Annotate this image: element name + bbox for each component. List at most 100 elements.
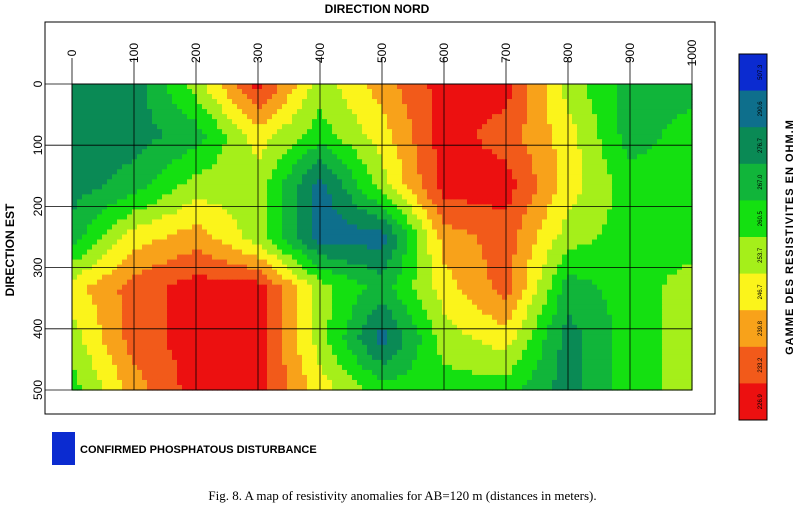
heat-cell — [577, 209, 583, 216]
heat-cell — [447, 94, 453, 100]
heat-cell — [87, 214, 93, 221]
heat-cell — [397, 154, 403, 160]
heat-cell — [367, 274, 373, 281]
heat-cell — [97, 199, 103, 205]
heat-cell — [342, 109, 348, 115]
heat-cell — [117, 234, 123, 241]
heat-cell — [117, 159, 123, 165]
heat-cell — [567, 114, 573, 120]
heat-cell — [227, 259, 233, 266]
heat-cell — [322, 154, 328, 160]
heat-cell — [482, 144, 488, 150]
heat-cell — [252, 134, 258, 140]
heat-cell — [522, 239, 528, 246]
heat-cell — [467, 214, 473, 221]
heat-cell — [122, 154, 128, 160]
heat-cell — [507, 119, 513, 125]
heat-cell — [522, 134, 528, 140]
heat-cell — [107, 174, 113, 180]
heat-cell — [127, 139, 133, 145]
heat-cell — [647, 119, 653, 125]
heat-cell — [272, 184, 278, 190]
heat-cell — [297, 104, 303, 110]
heat-cell — [557, 124, 563, 130]
heat-cell — [367, 104, 373, 110]
heat-cell — [247, 209, 253, 216]
heat-cell — [527, 119, 533, 125]
heat-cell — [192, 179, 198, 185]
heat-cell — [327, 209, 333, 216]
heat-cell — [307, 199, 313, 205]
heat-cell — [622, 244, 628, 251]
heat-cell — [602, 84, 608, 90]
heat-cell — [612, 89, 618, 95]
heat-cell — [682, 149, 688, 155]
heat-cell — [442, 149, 448, 155]
heat-cell — [127, 199, 133, 205]
heat-cell — [302, 99, 308, 105]
heat-cell — [227, 94, 233, 100]
heat-cell — [427, 259, 433, 266]
heat-cell — [477, 259, 483, 266]
heat-cell — [362, 159, 368, 165]
heat-cell — [397, 204, 403, 211]
heat-cell — [152, 234, 158, 241]
heat-cell — [632, 154, 638, 160]
heat-cell — [107, 274, 113, 281]
heat-cell — [112, 279, 118, 286]
heat-cell — [252, 194, 258, 200]
heat-cell — [617, 214, 623, 221]
heat-cell — [547, 244, 553, 251]
heat-cell — [72, 104, 78, 110]
heat-cell — [372, 89, 378, 95]
heat-cell — [72, 244, 78, 251]
heat-cell — [612, 229, 618, 236]
heat-cell — [577, 139, 583, 145]
heat-cell — [217, 84, 223, 90]
heat-cell — [77, 259, 83, 266]
heat-cell — [322, 84, 328, 90]
heat-cell — [457, 199, 463, 205]
heat-cell — [527, 249, 533, 256]
heat-cell — [302, 154, 308, 160]
heat-cell — [442, 204, 448, 211]
heat-cell — [407, 124, 413, 130]
heat-cell — [457, 279, 463, 286]
heat-cell — [227, 89, 233, 95]
heat-cell — [222, 199, 228, 205]
heat-cell — [307, 99, 313, 105]
heat-cell — [302, 239, 308, 246]
heat-cell — [577, 224, 583, 231]
heat-cell — [542, 94, 548, 100]
heat-cell — [292, 199, 298, 205]
heat-cell — [137, 209, 143, 216]
heat-cell — [632, 179, 638, 185]
heat-cell — [597, 259, 603, 266]
heat-cell — [357, 269, 363, 276]
heat-cell — [437, 154, 443, 160]
heat-cell — [407, 254, 413, 261]
heat-cell — [372, 189, 378, 195]
heat-cell — [167, 89, 173, 95]
heat-cell — [442, 104, 448, 110]
heat-cell — [462, 194, 468, 200]
heat-cell — [522, 234, 528, 241]
heat-cell — [257, 114, 263, 120]
heat-cell — [642, 129, 648, 135]
heat-cell — [402, 84, 408, 90]
heat-cell — [297, 99, 303, 105]
heat-cell — [257, 109, 263, 115]
heat-cell — [372, 279, 378, 286]
heat-cell — [272, 164, 278, 170]
heat-cell — [287, 214, 293, 221]
heat-cell — [447, 174, 453, 180]
heat-cell — [277, 169, 283, 175]
heat-cell — [467, 209, 473, 216]
heat-cell — [232, 234, 238, 241]
heat-cell — [77, 149, 83, 155]
heat-cell — [267, 164, 273, 170]
heat-cell — [542, 189, 548, 195]
heat-cell — [262, 179, 268, 185]
heat-cell — [307, 174, 313, 180]
heat-cell — [587, 214, 593, 221]
